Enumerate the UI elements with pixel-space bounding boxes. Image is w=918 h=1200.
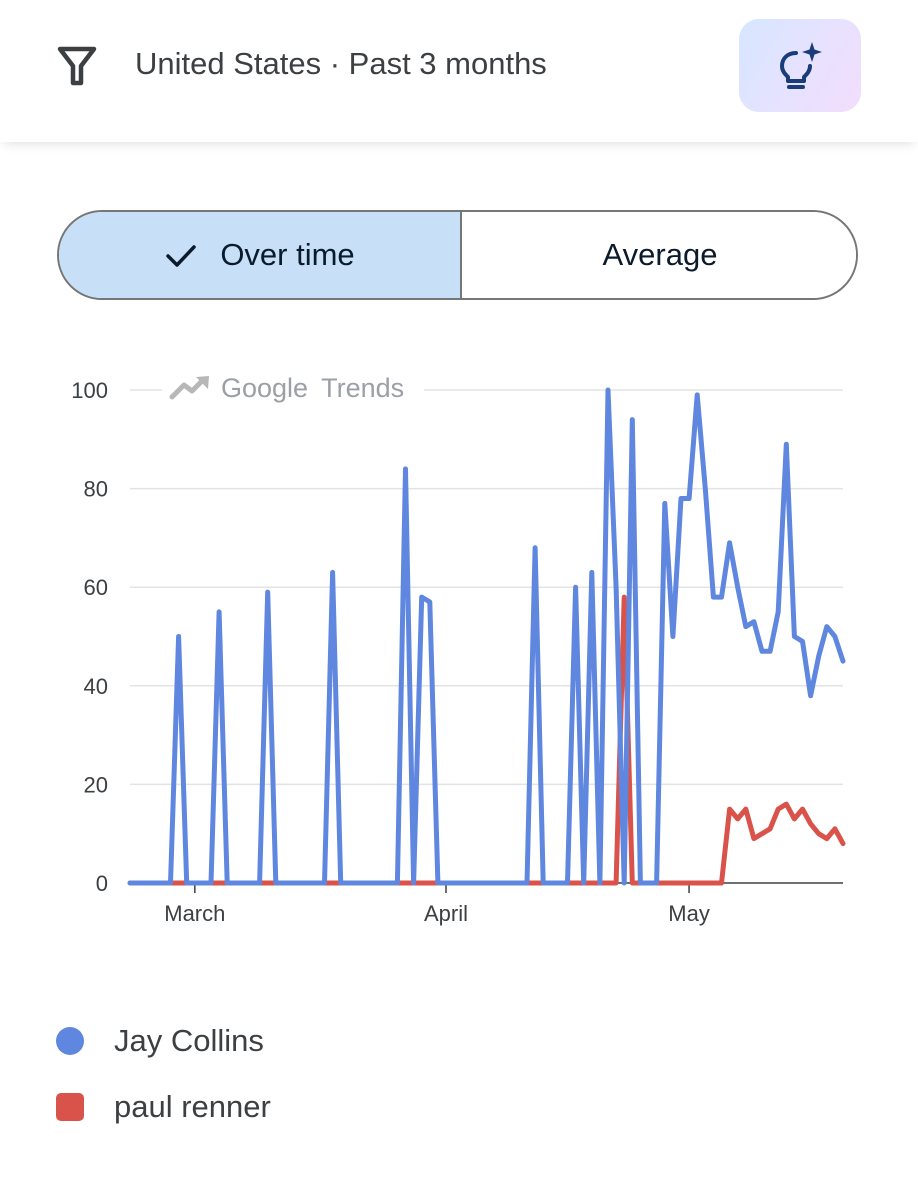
y-tick-label: 40 (84, 674, 108, 699)
view-toggle: Over time Average (57, 210, 858, 300)
y-tick-label: 80 (84, 477, 108, 502)
x-axis: March April May (130, 882, 843, 926)
legend-label-paul-renner: paul renner (114, 1089, 271, 1124)
legend-label-jay-collins: Jay Collins (114, 1023, 264, 1058)
y-tick-label: 100 (71, 378, 108, 403)
over-time-label: Over time (220, 237, 355, 272)
lightbulb-sparkle-icon (780, 42, 822, 89)
x-tick-label: March (164, 901, 225, 926)
watermark-product: Trends (321, 373, 404, 403)
y-tick-label: 20 (84, 772, 108, 797)
series-lines (127, 387, 846, 886)
trends-logo-icon (169, 376, 207, 400)
x-tick-label: May (668, 901, 710, 926)
over-time-tab[interactable]: Over time (59, 212, 462, 298)
y-tick-label: 0 (96, 871, 108, 896)
insights-button[interactable] (739, 19, 861, 112)
watermark-brand: Google (221, 373, 308, 403)
google-trends-watermark: Google Trends (162, 370, 424, 408)
filter-icon[interactable] (56, 44, 98, 88)
average-tab[interactable]: Average (462, 212, 856, 298)
legend-item-paul-renner[interactable]: paul renner (56, 1087, 271, 1127)
check-icon (166, 245, 197, 267)
legend-item-jay-collins[interactable]: Jay Collins (56, 1021, 264, 1061)
average-label: Average (602, 237, 718, 272)
series-marker-jay-collins (56, 1027, 84, 1055)
series-line-paul-renner (127, 594, 846, 886)
trends-logo-arrow-icon (196, 376, 209, 389)
series-line-jay-collins (127, 387, 846, 886)
y-axis-ticks: 0 20 40 60 80 100 (71, 378, 108, 896)
top-bar: United States · Past 3 months (0, 0, 918, 142)
filter-summary[interactable]: United States · Past 3 months (135, 46, 547, 81)
y-tick-label: 60 (84, 575, 108, 600)
x-tick-label: April (424, 901, 468, 926)
series-marker-paul-renner (56, 1093, 84, 1121)
trend-chart: 0 20 40 60 80 100 Google Trends March April May (71, 370, 846, 926)
svg-text:Google Trends: Google Trends (221, 373, 404, 403)
